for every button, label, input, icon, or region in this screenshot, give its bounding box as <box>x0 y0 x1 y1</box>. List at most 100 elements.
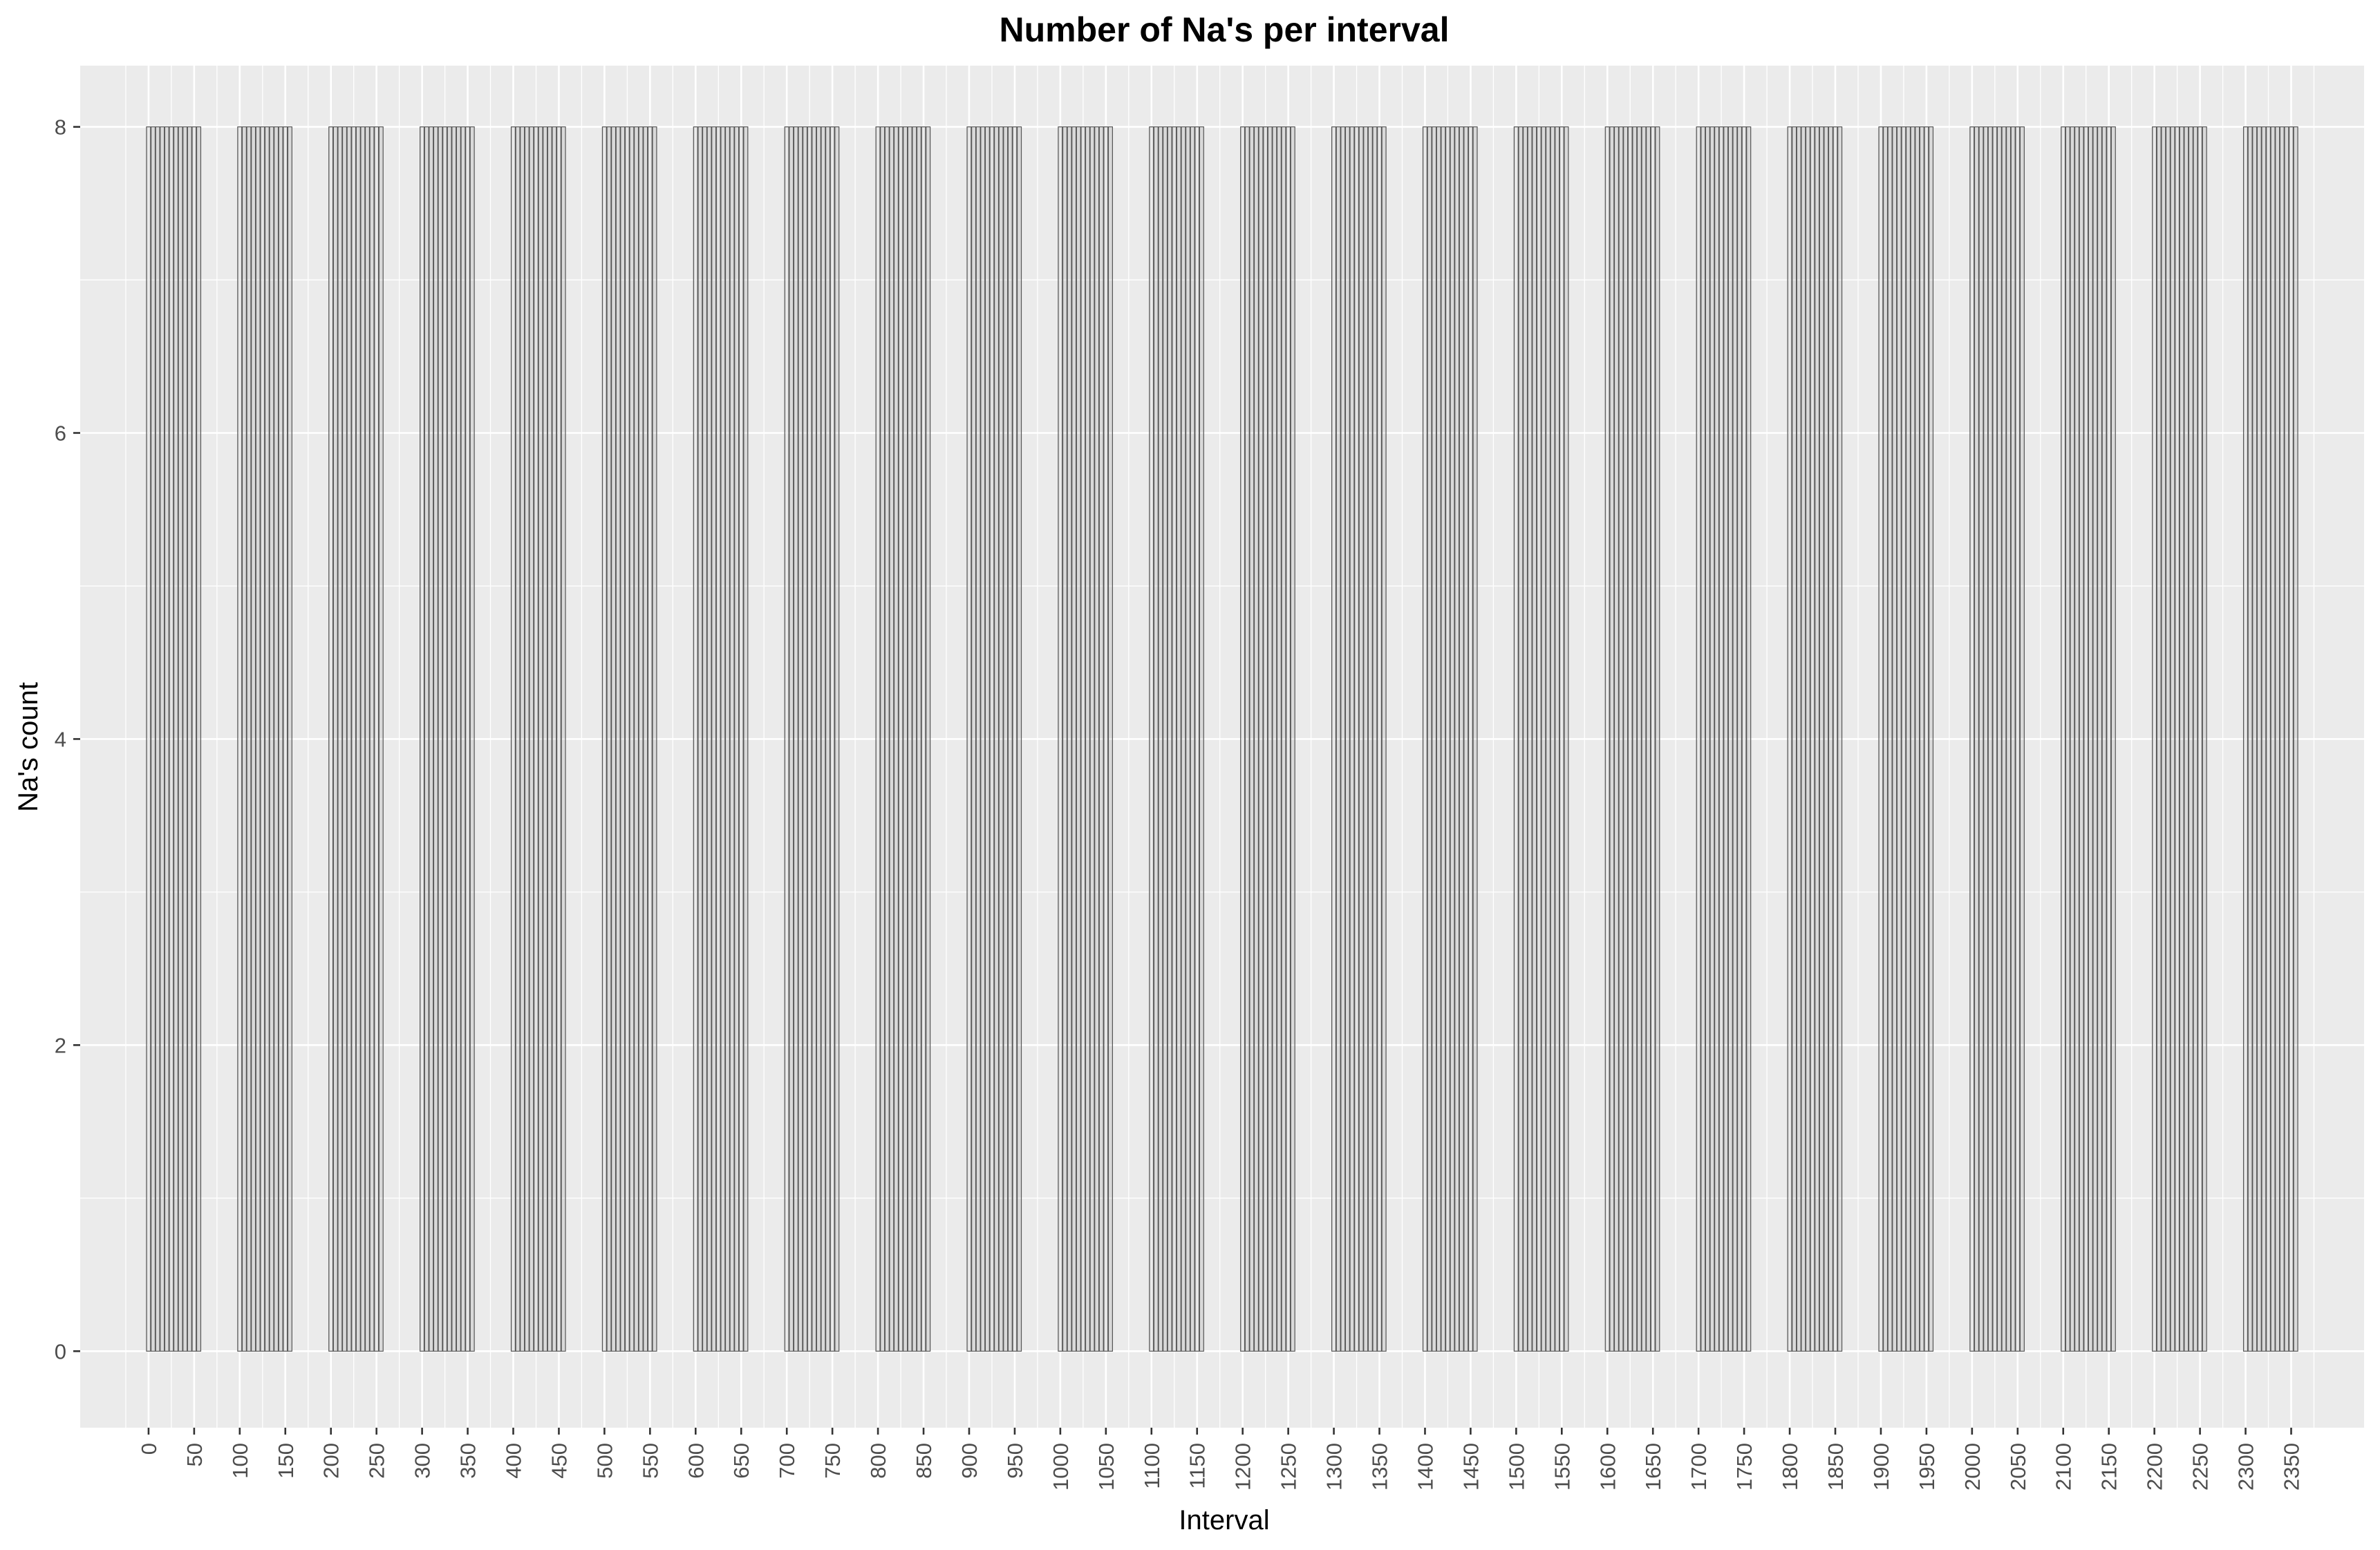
bar-625 <box>715 126 721 1352</box>
bar-600 <box>693 126 698 1352</box>
bar-505 <box>606 126 612 1352</box>
x-tick-label: 1350 <box>1368 1443 1392 1491</box>
bar-1025 <box>1080 126 1086 1352</box>
bar-100 <box>237 126 243 1352</box>
bar-2330 <box>2270 126 2276 1352</box>
bar-105 <box>241 126 247 1352</box>
bar-1935 <box>1910 126 1915 1352</box>
bar-2240 <box>2188 126 2193 1352</box>
bar-1900 <box>1878 126 1884 1352</box>
bar-630 <box>720 126 726 1352</box>
bar-35 <box>178 126 183 1352</box>
x-tick-label: 1900 <box>1869 1443 1893 1491</box>
bar-645 <box>734 126 740 1352</box>
bar-1710 <box>1705 126 1710 1352</box>
bar-705 <box>789 126 794 1352</box>
x-tick-label: 2150 <box>2097 1443 2121 1491</box>
bar-210 <box>337 126 343 1352</box>
bar-1750 <box>1741 126 1747 1352</box>
bar-430 <box>538 126 543 1352</box>
bar-2045 <box>2010 126 2016 1352</box>
bar-310 <box>429 126 434 1352</box>
bar-635 <box>724 126 731 1352</box>
x-tick-label: 200 <box>319 1443 344 1479</box>
bar-605 <box>697 126 703 1352</box>
bar-920 <box>984 126 990 1352</box>
bar-1020 <box>1076 126 1081 1352</box>
bar-830 <box>903 126 908 1352</box>
bar-315 <box>433 126 438 1352</box>
bar-145 <box>278 126 283 1352</box>
y-tick-label: 0 <box>55 1339 66 1363</box>
bar-820 <box>893 126 899 1352</box>
bar-2235 <box>2184 126 2189 1352</box>
bar-1745 <box>1736 126 1743 1352</box>
bar-2055 <box>2019 126 2025 1352</box>
bar-455 <box>561 126 566 1352</box>
bar-1045 <box>1098 126 1104 1352</box>
bar-740 <box>821 126 826 1352</box>
bar-1855 <box>1837 126 1843 1352</box>
y-axis: 0 2 4 6 8 <box>55 115 80 1363</box>
bar-2325 <box>2265 126 2271 1352</box>
bar-510 <box>611 126 617 1352</box>
bar-535 <box>633 126 639 1352</box>
bar-1050 <box>1103 126 1109 1352</box>
bar-1845 <box>1828 126 1833 1352</box>
x-tick-label: 1700 <box>1687 1443 1711 1491</box>
bar-530 <box>629 126 635 1352</box>
bar-1245 <box>1281 126 1286 1352</box>
bar-1230 <box>1267 126 1273 1352</box>
bar-135 <box>269 126 274 1352</box>
bar-2310 <box>2252 126 2258 1352</box>
bar-1345 <box>1372 126 1378 1352</box>
bar-115 <box>251 126 256 1352</box>
bar-1645 <box>1646 126 1651 1352</box>
x-tick-label: 1250 <box>1277 1443 1301 1491</box>
bar-2120 <box>2079 126 2084 1352</box>
x-tick-label: 2050 <box>2006 1443 2030 1491</box>
x-tick-label: 2000 <box>1960 1443 1985 1491</box>
bar-2335 <box>2275 126 2280 1352</box>
bar-1650 <box>1650 126 1656 1352</box>
bar-320 <box>438 126 443 1352</box>
bar-250 <box>374 126 380 1352</box>
bar-1250 <box>1286 126 1291 1352</box>
bar-1210 <box>1249 126 1255 1352</box>
bar-425 <box>533 126 539 1352</box>
x-tick-label: 2350 <box>2279 1443 2303 1491</box>
x-tick-label: 450 <box>547 1443 571 1479</box>
bar-1510 <box>1522 126 1528 1352</box>
bar-2205 <box>2156 126 2162 1352</box>
bar-1755 <box>1746 126 1752 1352</box>
bar-15 <box>160 126 165 1352</box>
y-tick-label: 2 <box>55 1033 66 1057</box>
x-tick-label: 2300 <box>2234 1443 2258 1491</box>
chart-title: Number of Na's per interval <box>1000 10 1450 49</box>
x-tick-label: 350 <box>456 1443 480 1479</box>
x-tick-label: 950 <box>1003 1443 1027 1479</box>
bar-50 <box>191 126 197 1352</box>
bar-1130 <box>1176 126 1181 1352</box>
bar-2140 <box>2097 126 2103 1352</box>
bar-255 <box>378 126 384 1352</box>
bar-1625 <box>1627 126 1633 1352</box>
bar-1150 <box>1194 126 1200 1352</box>
bar-1305 <box>1336 126 1341 1352</box>
bar-340 <box>456 126 461 1352</box>
bar-1555 <box>1564 126 1569 1352</box>
bar-855 <box>926 126 931 1352</box>
bar-700 <box>784 126 789 1352</box>
bar-1515 <box>1527 126 1533 1352</box>
bar-1540 <box>1550 126 1555 1352</box>
bar-415 <box>524 126 530 1352</box>
y-tick-label: 4 <box>55 727 66 751</box>
bar-1240 <box>1276 126 1282 1352</box>
bar-1100 <box>1149 126 1154 1352</box>
bar-140 <box>274 126 279 1352</box>
bar-445 <box>552 126 557 1352</box>
bar-1505 <box>1518 126 1524 1352</box>
bar-1455 <box>1472 126 1478 1352</box>
bar-2040 <box>2006 126 2012 1352</box>
